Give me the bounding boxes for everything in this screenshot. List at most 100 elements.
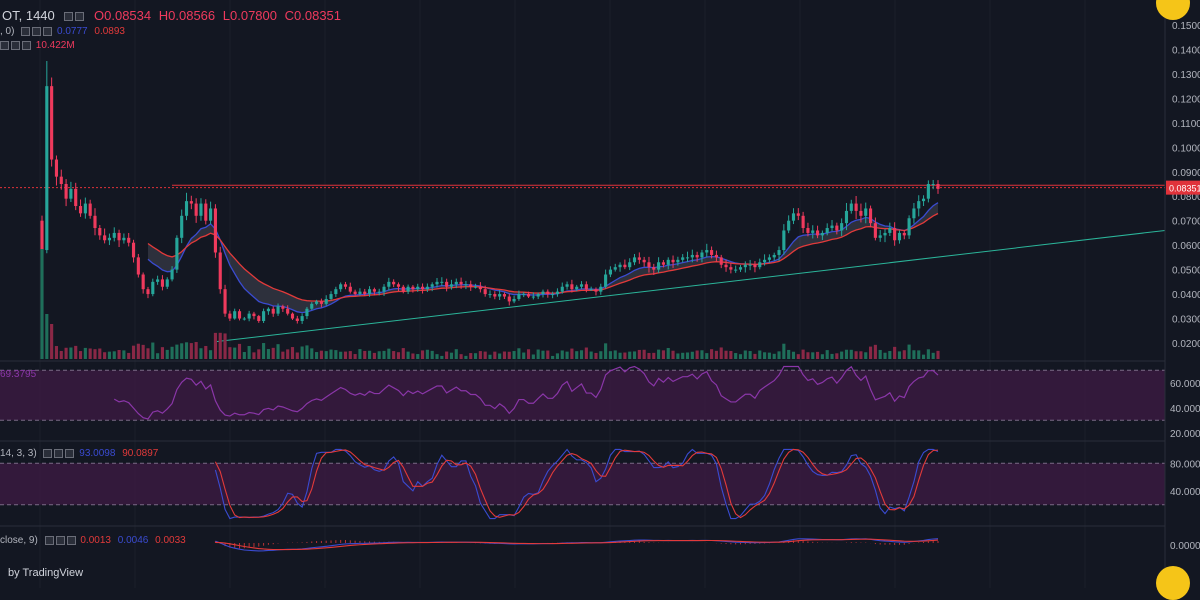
rsi-pane [0,365,1165,421]
volume-bar [445,351,449,359]
candle-body [628,262,632,268]
volume-bar [276,344,280,359]
eye-icon[interactable] [0,40,9,50]
candle-body [835,225,839,231]
volume-bar [623,352,627,359]
candle-body [146,289,150,295]
volume-bar [604,343,608,359]
volume-bar [816,351,820,359]
candle-body [926,184,930,199]
candle-body [98,228,102,236]
settings-icon[interactable] [55,535,65,545]
volume-bar [50,324,54,359]
settings-icon[interactable] [54,448,64,458]
candle-body [377,291,381,293]
candle-body [74,188,78,207]
tradingview-credit[interactable]: by TradingView [8,567,84,579]
volume-bar [377,351,381,359]
volume-bar [464,355,468,359]
current-price-label: 0.08351 [1169,184,1200,194]
volume-bar [266,349,270,359]
candle-body [579,284,584,287]
candle-body [416,286,420,290]
eye-icon[interactable] [64,12,74,22]
settings-icon[interactable] [11,40,20,50]
candle-body [690,254,694,258]
volume-bar [705,353,709,359]
candle-body [902,232,906,236]
volume-bar [546,350,550,359]
volume-bar [507,351,511,359]
volume-bar [372,352,376,359]
candle-body [252,313,256,317]
eye-icon[interactable] [21,26,31,36]
candle-body [772,254,776,258]
eye-icon[interactable] [43,448,53,458]
candle-body [541,291,545,295]
candle-body [565,284,569,287]
candle-body [936,184,940,189]
candle-body [743,264,747,268]
volume-bar [233,347,237,359]
volume-bar [300,346,304,359]
macd-signal-value: 0.0033 [155,535,186,546]
candle-body [368,289,372,295]
volume-value: 10.422M [35,40,75,51]
close-icon[interactable] [22,40,31,50]
candle-body [449,284,454,287]
volume-bar [700,350,704,359]
candle-body [618,264,622,268]
volume-bar [714,350,718,359]
candle-body [156,279,160,282]
open-value: O0.08534 [94,8,152,23]
volume-bar [112,351,116,359]
volume-bar [526,349,531,359]
close-icon[interactable] [65,448,75,458]
yellow-badge[interactable] [1156,0,1190,20]
candle-body [319,301,323,304]
candle-body [493,294,497,297]
stochastic-d-line [214,448,939,519]
eye-icon[interactable] [44,535,54,545]
volume-bar [854,351,858,359]
candle-body [676,259,680,263]
price-pane[interactable] [0,60,1166,343]
macd-line-value: 0.0046 [117,535,149,546]
candle-body [575,286,579,290]
candle-body [512,298,516,302]
yellow-badge[interactable] [1156,566,1190,600]
candle-body [801,215,805,229]
close-icon[interactable] [66,535,76,545]
volume-bar [584,347,588,359]
stochastic-d-value: 90.0897 [122,448,159,459]
candle-body [353,291,357,295]
candle-body [406,286,410,292]
candle-body [782,230,786,251]
stochastic-band [0,463,1165,505]
candle-body [276,306,280,314]
candle-body [830,225,834,229]
candle-body [343,284,348,287]
candle-body [204,203,208,221]
candle-body [767,257,771,260]
volume-bar [835,353,839,359]
candle-body [131,242,136,258]
settings-icon[interactable] [32,26,42,36]
volume-bar [343,351,348,359]
candle-body [257,316,261,321]
candle-body [103,235,107,241]
macd-signal-line [215,538,939,551]
volume-bar [676,353,680,359]
volume-bar [117,350,121,359]
rsi-legend: 69.3795 [0,369,36,381]
candle-body [445,281,449,287]
volume-bar [517,348,521,359]
candle-body [584,284,588,290]
candle-body [763,259,767,263]
close-icon[interactable] [43,26,53,36]
volume-bar [392,351,396,359]
settings-icon[interactable] [75,12,85,22]
